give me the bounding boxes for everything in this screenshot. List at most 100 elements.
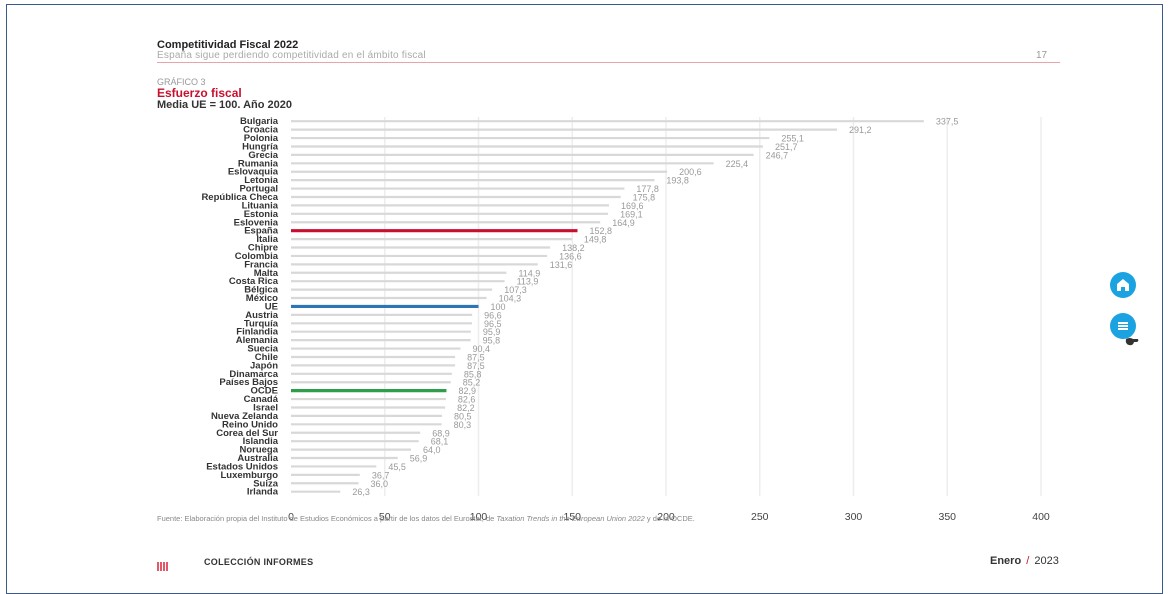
category-label: Eslovaquia (228, 167, 279, 178)
x-tick-label: 200 (657, 511, 675, 523)
category-label: OCDE (251, 386, 278, 397)
data-label: 68,9 (432, 428, 450, 438)
category-label: Dinamarca (229, 369, 278, 380)
category-label: Croacia (243, 125, 279, 136)
data-label: 164,9 (612, 218, 635, 228)
data-label: 96,5 (484, 319, 502, 329)
data-label: 68,1 (431, 437, 449, 447)
category-label: Chile (255, 352, 278, 363)
category-label: Corea del Sur (216, 428, 278, 439)
data-label: 87,5 (467, 352, 485, 362)
category-label: Turquía (244, 318, 279, 329)
x-tick-label: 300 (845, 511, 863, 523)
category-label: Portugal (239, 184, 278, 195)
data-label: 136,6 (559, 251, 582, 261)
data-label: 36,7 (372, 470, 390, 480)
data-label: 45,5 (388, 462, 406, 472)
category-label: Israel (253, 402, 278, 413)
category-label: Austria (245, 310, 278, 321)
data-label: 200,6 (679, 167, 702, 177)
data-label: 107,3 (504, 285, 527, 295)
data-label: 82,9 (458, 386, 476, 396)
category-label: República Checa (201, 192, 278, 203)
category-label: Colombia (235, 251, 279, 262)
data-label: 96,6 (484, 310, 502, 320)
data-label: 113,9 (517, 277, 539, 287)
menu-button[interactable] (1110, 313, 1136, 339)
home-button[interactable] (1110, 272, 1136, 298)
category-label: Chipre (248, 243, 278, 254)
data-label: 87,5 (467, 361, 485, 371)
data-label: 56,9 (410, 454, 428, 464)
category-label: Francia (244, 259, 279, 270)
footnote-text: Fuente: Elaboración propia del Instituto… (157, 514, 497, 523)
data-label: 82,2 (457, 403, 475, 413)
x-tick-label: 0 (288, 511, 294, 523)
footer-year: 2023 (1034, 555, 1059, 567)
menu-icon (1118, 322, 1128, 330)
category-label: Estonia (244, 209, 279, 220)
data-label: 152,8 (590, 226, 613, 236)
data-label: 90,4 (473, 344, 491, 354)
category-label: Alemania (236, 335, 279, 346)
category-label: Suiza (253, 478, 279, 489)
data-label: 64,0 (423, 445, 441, 455)
category-label: Luxemburgo (220, 470, 278, 481)
source-footnote: Fuente: Elaboración propia del Instituto… (157, 514, 1062, 524)
data-label: 246,7 (766, 150, 789, 160)
hand-pointer-icon (1125, 338, 1139, 346)
data-label: 36,0 (371, 479, 389, 489)
category-label: Australia (237, 453, 278, 464)
data-label: 337,5 (936, 117, 959, 127)
category-label: Noruega (239, 445, 278, 456)
data-label: 138,2 (562, 243, 585, 253)
x-tick-label: 400 (1032, 511, 1050, 523)
data-label: 85,2 (463, 378, 481, 388)
figure-label: GRÁFICO 3 (157, 77, 206, 87)
category-label: Finlandia (236, 327, 278, 338)
x-tick-label: 250 (751, 511, 769, 523)
category-label: Bélgica (244, 285, 279, 296)
data-label: 114,9 (518, 268, 540, 278)
category-label: Islandia (243, 436, 279, 447)
data-label: 175,8 (633, 192, 656, 202)
x-tick-label: 100 (470, 511, 488, 523)
category-label: UE (265, 301, 278, 312)
figure-title: Esfuerzo fiscal (157, 86, 242, 100)
header-divider (157, 62, 1060, 63)
category-label: Malta (254, 268, 279, 279)
x-tick-label: 150 (563, 511, 581, 523)
category-label: Polonia (244, 133, 279, 144)
footer-date: Enero / 2023 (990, 555, 1059, 567)
category-label: Suecia (247, 344, 278, 355)
category-label: España (244, 226, 279, 237)
category-label: Hungría (242, 141, 279, 152)
category-label: México (246, 293, 278, 304)
x-tick-label: 350 (938, 511, 956, 523)
category-label: Italia (256, 234, 278, 245)
category-label: Nueva Zelanda (211, 411, 279, 422)
data-label: 169,1 (620, 209, 643, 219)
category-label: Canadá (244, 394, 279, 405)
home-icon (1117, 279, 1129, 291)
data-label: 85,8 (464, 369, 482, 379)
figure-subtitle: Media UE = 100. Año 2020 (157, 99, 293, 111)
category-label: Eslovenia (234, 217, 279, 228)
data-label: 149,8 (584, 235, 607, 245)
data-label: 291,2 (849, 125, 872, 135)
data-label: 131,6 (550, 260, 573, 270)
data-label: 177,8 (636, 184, 659, 194)
footer-month: Enero (990, 555, 1022, 567)
data-label: 95,8 (483, 336, 501, 346)
category-label: Estados Unidos (206, 461, 278, 472)
x-tick-label: 50 (379, 511, 391, 523)
category-label: Rumania (238, 158, 279, 169)
data-label: 104,3 (499, 294, 522, 304)
data-label: 80,3 (454, 420, 472, 430)
category-label: Lituania (242, 200, 279, 211)
data-label: 225,4 (726, 159, 749, 169)
data-label: 26,3 (352, 487, 370, 497)
category-label: Japón (250, 360, 278, 371)
report-title: Competitividad Fiscal 2022 (157, 39, 299, 51)
footer-separator: / (1026, 555, 1030, 567)
